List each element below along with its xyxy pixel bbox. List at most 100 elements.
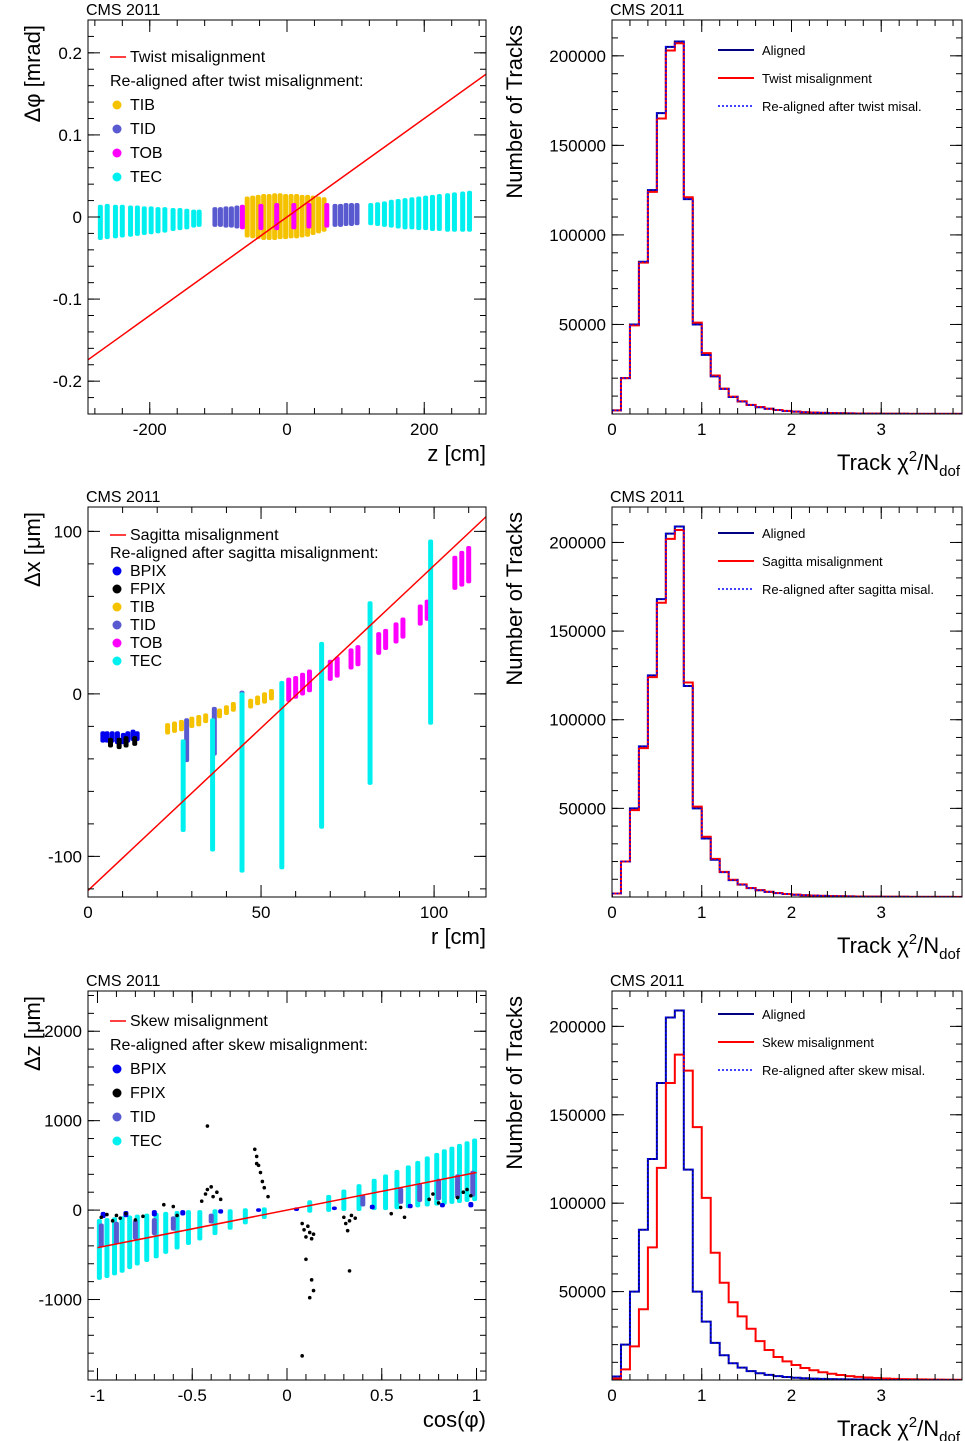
data-column xyxy=(104,203,110,240)
x-axis-title-main: Track χ xyxy=(837,1416,909,1441)
data-point xyxy=(205,1124,210,1128)
series-tib xyxy=(165,689,274,735)
data-column xyxy=(177,207,183,231)
x-tick-label: 100 xyxy=(420,903,448,922)
data-point xyxy=(345,1228,350,1233)
data-point xyxy=(211,1194,215,1199)
data-column xyxy=(128,205,134,237)
data-column xyxy=(165,723,171,735)
data-column xyxy=(228,206,234,228)
data-column xyxy=(100,731,106,743)
data-point xyxy=(304,1235,308,1239)
data-point xyxy=(342,1215,346,1220)
data-column xyxy=(375,202,381,227)
data-column xyxy=(191,209,197,228)
data-column xyxy=(174,1210,180,1250)
data-column xyxy=(436,194,442,231)
data-column xyxy=(119,1216,125,1273)
y-tick-label: 150000 xyxy=(549,136,606,155)
legend-marker xyxy=(112,656,122,666)
legend-marker xyxy=(112,584,122,594)
data-column xyxy=(388,199,394,228)
x-tick-label: 2 xyxy=(787,903,796,922)
data-column xyxy=(348,648,354,670)
data-point xyxy=(133,1218,138,1222)
data-column xyxy=(244,196,250,238)
plot-area xyxy=(88,516,486,892)
data-column xyxy=(371,1178,377,1211)
data-column xyxy=(184,208,190,230)
legend-entry-label: TEC xyxy=(130,1133,162,1150)
data-column xyxy=(436,1178,442,1201)
x-axis-title-mid: /N xyxy=(917,450,939,475)
plot-frame xyxy=(611,506,963,898)
x-tick-label: 0 xyxy=(282,1386,291,1405)
data-column xyxy=(255,695,261,706)
data-column xyxy=(316,196,322,234)
data-column xyxy=(393,622,399,644)
histogram-realigned xyxy=(612,1009,962,1380)
data-point xyxy=(105,1212,109,1217)
cms-label: CMS 2011 xyxy=(86,973,161,990)
data-point xyxy=(171,1204,176,1209)
sagitta-chi2-histogram: 0 1 2 3 50000 100000 150000 200000 CMS 2011 Track… xyxy=(502,489,963,963)
data-point xyxy=(162,1202,166,1207)
x-axis-title-mid: /N xyxy=(917,933,939,958)
x-axis-title: Track χ2/Ndof xyxy=(837,448,961,480)
data-column xyxy=(116,737,122,750)
y-tick-label: -100 xyxy=(48,847,82,866)
data-column xyxy=(227,1209,233,1230)
data-column xyxy=(402,198,408,230)
data-column xyxy=(132,736,138,746)
data-column xyxy=(107,737,113,748)
legend-marker xyxy=(112,1136,122,1146)
legend-line-label: Sagitta misalignment xyxy=(130,527,279,544)
legend-marker xyxy=(112,172,122,182)
data-column xyxy=(163,1211,169,1254)
legend-entry-label: TID xyxy=(130,121,156,138)
legend-entry-label: FPIX xyxy=(130,1085,166,1102)
data-column xyxy=(428,539,434,725)
x-axis-title: cos(φ) xyxy=(423,1407,486,1432)
y-axis-title: Δφ [mrad] xyxy=(20,25,45,122)
histogram-realigned xyxy=(612,40,962,414)
legend-entry-label: TID xyxy=(130,617,156,634)
x-tick-label: -0.5 xyxy=(178,1386,207,1405)
data-column xyxy=(306,203,312,229)
data-column xyxy=(104,1218,110,1279)
data-column xyxy=(197,1210,203,1241)
data-point xyxy=(431,1192,435,1196)
histogram-realigned xyxy=(612,525,962,897)
plot-frame xyxy=(87,19,487,415)
legend-entry-label: TIB xyxy=(130,97,155,114)
misalignment-line xyxy=(97,1171,477,1249)
data-column xyxy=(268,689,274,701)
x-axis-title: z [cm] xyxy=(427,441,486,466)
legend: Twist misalignment Re-aligned after twist… xyxy=(110,49,363,186)
data-column xyxy=(460,191,466,232)
data-point xyxy=(118,1216,123,1220)
data-column xyxy=(299,194,305,238)
legend-line-label: Skew misalignment xyxy=(130,1013,268,1030)
legend-line-label: Twist misalignment xyxy=(130,49,266,66)
x-tick-label: -200 xyxy=(133,420,167,439)
data-column xyxy=(208,1213,214,1224)
data-column xyxy=(185,1210,191,1245)
data-point xyxy=(114,1213,119,1218)
data-column xyxy=(112,204,118,239)
histogram-misaligned xyxy=(612,1053,962,1380)
data-point xyxy=(436,1201,441,1205)
data-point xyxy=(311,1288,316,1293)
x-tick-label: 2 xyxy=(787,420,796,439)
data-column xyxy=(441,1149,447,1205)
x-tick-label: 0.5 xyxy=(370,1386,394,1405)
data-column xyxy=(180,739,186,832)
data-point xyxy=(203,1192,208,1196)
x-axis-title: Track χ2/Ndof xyxy=(837,931,961,963)
x-axis-title: r [cm] xyxy=(431,924,486,949)
data-point xyxy=(402,1215,407,1220)
data-point xyxy=(343,1221,348,1226)
series-tob xyxy=(239,203,330,231)
data-column xyxy=(258,203,264,231)
